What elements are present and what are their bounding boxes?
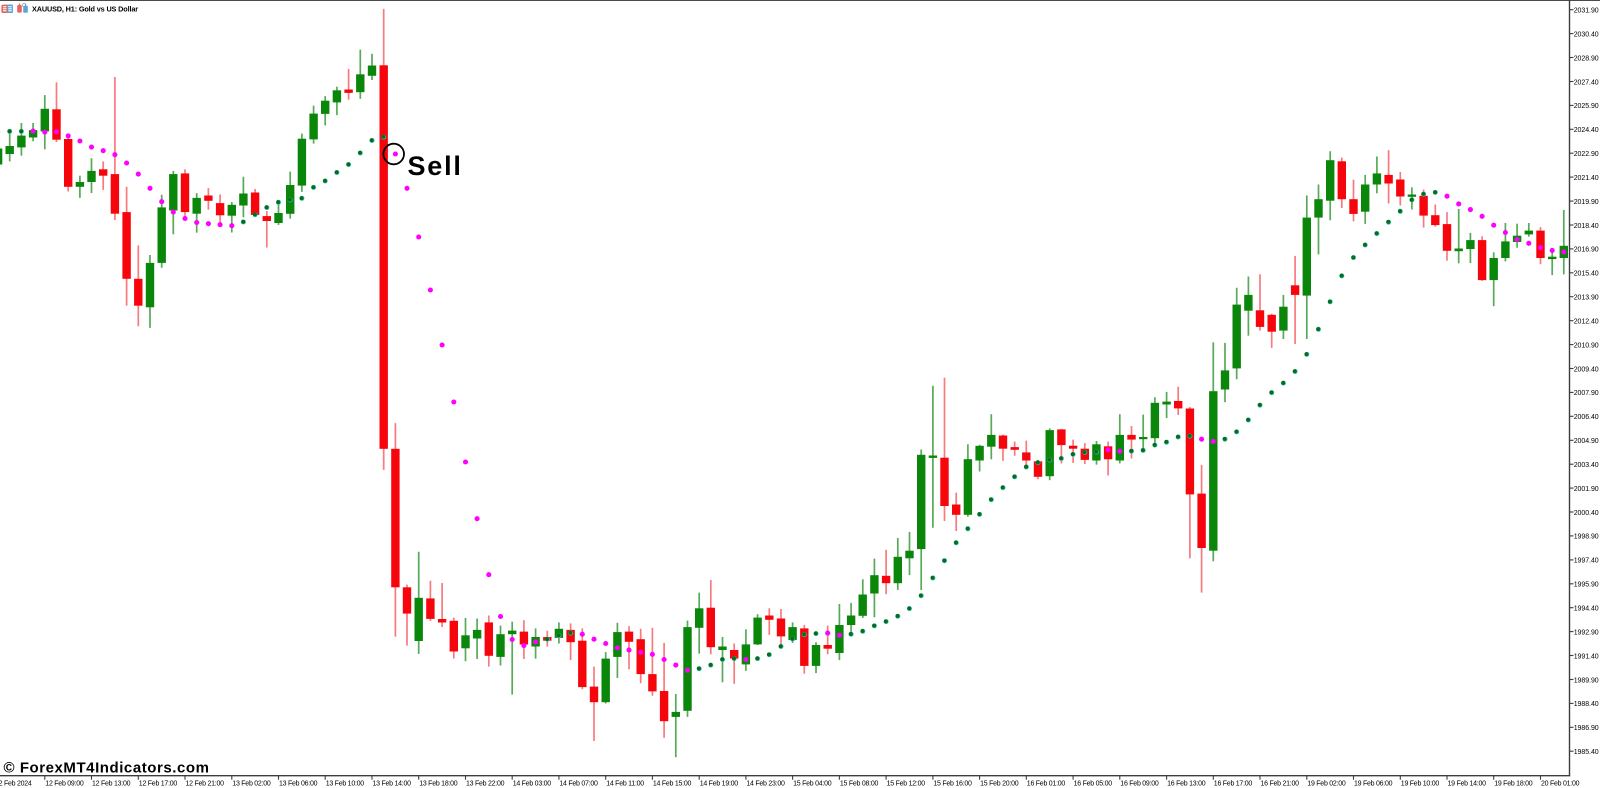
svg-text:2015.40: 2015.40 — [1574, 271, 1599, 278]
svg-text:2028.90: 2028.90 — [1574, 55, 1599, 62]
svg-text:1991.40: 1991.40 — [1574, 653, 1599, 660]
svg-text:13 Feb 18:00: 13 Feb 18:00 — [419, 781, 458, 788]
svg-text:16 Feb 13:00: 16 Feb 13:00 — [1167, 781, 1206, 788]
svg-text:12 Feb 13:00: 12 Feb 13:00 — [92, 781, 131, 788]
svg-text:1988.40: 1988.40 — [1574, 701, 1599, 708]
svg-text:16 Feb 17:00: 16 Feb 17:00 — [1214, 781, 1253, 788]
svg-text:19 Feb 14:00: 19 Feb 14:00 — [1448, 781, 1487, 788]
svg-text:16 Feb 21:00: 16 Feb 21:00 — [1261, 781, 1300, 788]
svg-text:2013.90: 2013.90 — [1574, 295, 1599, 302]
svg-text:2018.40: 2018.40 — [1574, 223, 1599, 230]
svg-text:12 Feb 09:00: 12 Feb 09:00 — [45, 781, 84, 788]
svg-text:1989.90: 1989.90 — [1574, 677, 1599, 684]
svg-text:1992.90: 1992.90 — [1574, 629, 1599, 636]
svg-text:16 Feb 01:00: 16 Feb 01:00 — [1027, 781, 1066, 788]
svg-text:2006.40: 2006.40 — [1574, 414, 1599, 421]
svg-text:13 Feb 14:00: 13 Feb 14:00 — [373, 781, 412, 788]
svg-text:15 Feb 08:00: 15 Feb 08:00 — [840, 781, 879, 788]
svg-text:13 Feb 06:00: 13 Feb 06:00 — [279, 781, 318, 788]
svg-text:13 Feb 10:00: 13 Feb 10:00 — [326, 781, 365, 788]
svg-text:XAUUSD, H1: Gold vs US Dollar: XAUUSD, H1: Gold vs US Dollar — [32, 5, 138, 14]
svg-text:12 Feb 21:00: 12 Feb 21:00 — [186, 781, 225, 788]
svg-text:15 Feb 16:00: 15 Feb 16:00 — [933, 781, 972, 788]
svg-text:1995.90: 1995.90 — [1574, 582, 1599, 589]
svg-text:13 Feb 02:00: 13 Feb 02:00 — [232, 781, 271, 788]
svg-text:2010.90: 2010.90 — [1574, 342, 1599, 349]
svg-text:2019.90: 2019.90 — [1574, 199, 1599, 206]
svg-text:19 Feb 10:00: 19 Feb 10:00 — [1401, 781, 1440, 788]
svg-text:2025.90: 2025.90 — [1574, 103, 1599, 110]
svg-text:2027.40: 2027.40 — [1574, 79, 1599, 86]
svg-text:14 Feb 11:00: 14 Feb 11:00 — [606, 781, 644, 788]
svg-text:1998.90: 1998.90 — [1574, 534, 1599, 541]
svg-text:12 Feb 2024: 12 Feb 2024 — [0, 781, 32, 788]
svg-text:2012.40: 2012.40 — [1574, 319, 1599, 326]
svg-text:2003.40: 2003.40 — [1574, 462, 1599, 469]
svg-text:20 Feb 01:00: 20 Feb 01:00 — [1541, 781, 1580, 788]
svg-text:1985.40: 1985.40 — [1574, 749, 1599, 756]
svg-text:1994.40: 1994.40 — [1574, 606, 1599, 613]
svg-text:2022.90: 2022.90 — [1574, 151, 1599, 158]
svg-text:2030.40: 2030.40 — [1574, 31, 1599, 38]
svg-text:19 Feb 06:00: 19 Feb 06:00 — [1354, 781, 1393, 788]
svg-text:16 Feb 09:00: 16 Feb 09:00 — [1120, 781, 1159, 788]
svg-text:2021.40: 2021.40 — [1574, 175, 1599, 182]
svg-text:14 Feb 23:00: 14 Feb 23:00 — [746, 781, 785, 788]
svg-text:2016.90: 2016.90 — [1574, 247, 1599, 254]
svg-text:1997.40: 1997.40 — [1574, 558, 1599, 565]
svg-text:14 Feb 15:00: 14 Feb 15:00 — [653, 781, 692, 788]
svg-text:2024.40: 2024.40 — [1574, 127, 1599, 134]
svg-text:2007.90: 2007.90 — [1574, 390, 1599, 397]
svg-text:14 Feb 19:00: 14 Feb 19:00 — [700, 781, 739, 788]
svg-text:14 Feb 07:00: 14 Feb 07:00 — [559, 781, 598, 788]
svg-text:2001.90: 2001.90 — [1574, 486, 1599, 493]
svg-text:1986.90: 1986.90 — [1574, 725, 1599, 732]
svg-text:2000.40: 2000.40 — [1574, 510, 1599, 517]
svg-text:2004.90: 2004.90 — [1574, 438, 1599, 445]
svg-text:16 Feb 05:00: 16 Feb 05:00 — [1074, 781, 1113, 788]
svg-text:14 Feb 03:00: 14 Feb 03:00 — [513, 781, 552, 788]
svg-text:Sell: Sell — [408, 151, 463, 181]
svg-text:© ForexMT4Indicators.com: © ForexMT4Indicators.com — [4, 760, 210, 777]
svg-text:15 Feb 12:00: 15 Feb 12:00 — [887, 781, 926, 788]
svg-text:13 Feb 22:00: 13 Feb 22:00 — [466, 781, 505, 788]
svg-text:15 Feb 20:00: 15 Feb 20:00 — [980, 781, 1019, 788]
svg-text:19 Feb 02:00: 19 Feb 02:00 — [1307, 781, 1346, 788]
svg-text:19 Feb 18:00: 19 Feb 18:00 — [1494, 781, 1533, 788]
svg-text:2031.90: 2031.90 — [1574, 8, 1599, 15]
svg-text:2009.40: 2009.40 — [1574, 366, 1599, 373]
svg-text:15 Feb 04:00: 15 Feb 04:00 — [793, 781, 832, 788]
svg-text:12 Feb 17:00: 12 Feb 17:00 — [139, 781, 178, 788]
